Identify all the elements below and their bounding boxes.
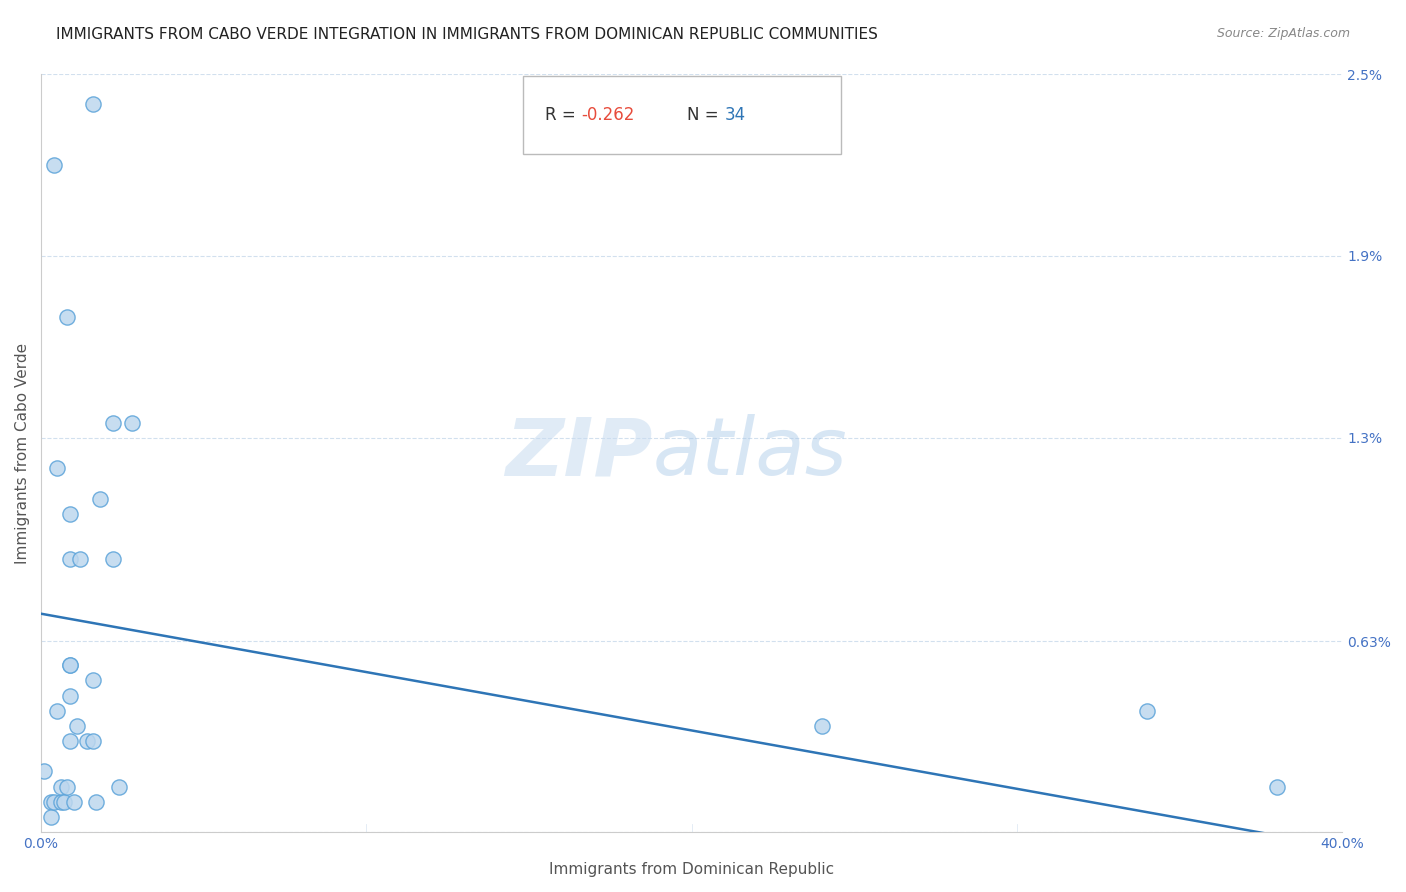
Text: R =: R = (546, 106, 581, 124)
Point (59, 734, 82, 748)
Point (121, 416, 143, 430)
Point (56, 310, 79, 324)
Point (101, 416, 124, 430)
Point (46, 461, 69, 475)
Text: -0.262: -0.262 (581, 106, 634, 124)
Point (810, 719, 832, 733)
Point (52, 795, 75, 809)
Point (59, 658, 82, 673)
Point (59, 658, 82, 673)
Text: N =: N = (688, 106, 724, 124)
Point (62, 795, 84, 809)
X-axis label: Immigrants from Dominican Republic: Immigrants from Dominican Republic (550, 862, 834, 877)
Point (108, 780, 131, 794)
Point (101, 552, 124, 566)
Point (59, 507, 82, 521)
Point (66, 719, 89, 733)
Point (39, 810, 62, 824)
Text: Source: ZipAtlas.com: Source: ZipAtlas.com (1216, 27, 1350, 40)
Point (46, 704, 69, 718)
Point (42, 158, 65, 172)
Point (89, 491, 111, 506)
Point (1136, 704, 1159, 718)
Point (42, 795, 65, 809)
Text: ZIP: ZIP (505, 414, 652, 492)
Point (56, 780, 79, 794)
Point (82, 97, 104, 112)
Text: IMMIGRANTS FROM CABO VERDE INTEGRATION IN IMMIGRANTS FROM DOMINICAN REPUBLIC COM: IMMIGRANTS FROM CABO VERDE INTEGRATION I… (56, 27, 879, 42)
FancyBboxPatch shape (523, 77, 841, 153)
Point (82, 673, 104, 688)
Text: atlas: atlas (652, 414, 848, 492)
Point (39, 795, 62, 809)
Point (82, 734, 104, 748)
Point (59, 552, 82, 566)
Point (34, 764, 56, 779)
Point (76, 734, 98, 748)
Point (86, 795, 108, 809)
Point (49, 780, 72, 794)
Text: 34: 34 (724, 106, 745, 124)
Y-axis label: Immigrants from Cabo Verde: Immigrants from Cabo Verde (15, 343, 30, 564)
Point (59, 689, 82, 703)
Point (49, 795, 72, 809)
Point (69, 552, 91, 566)
Point (1265, 780, 1288, 794)
